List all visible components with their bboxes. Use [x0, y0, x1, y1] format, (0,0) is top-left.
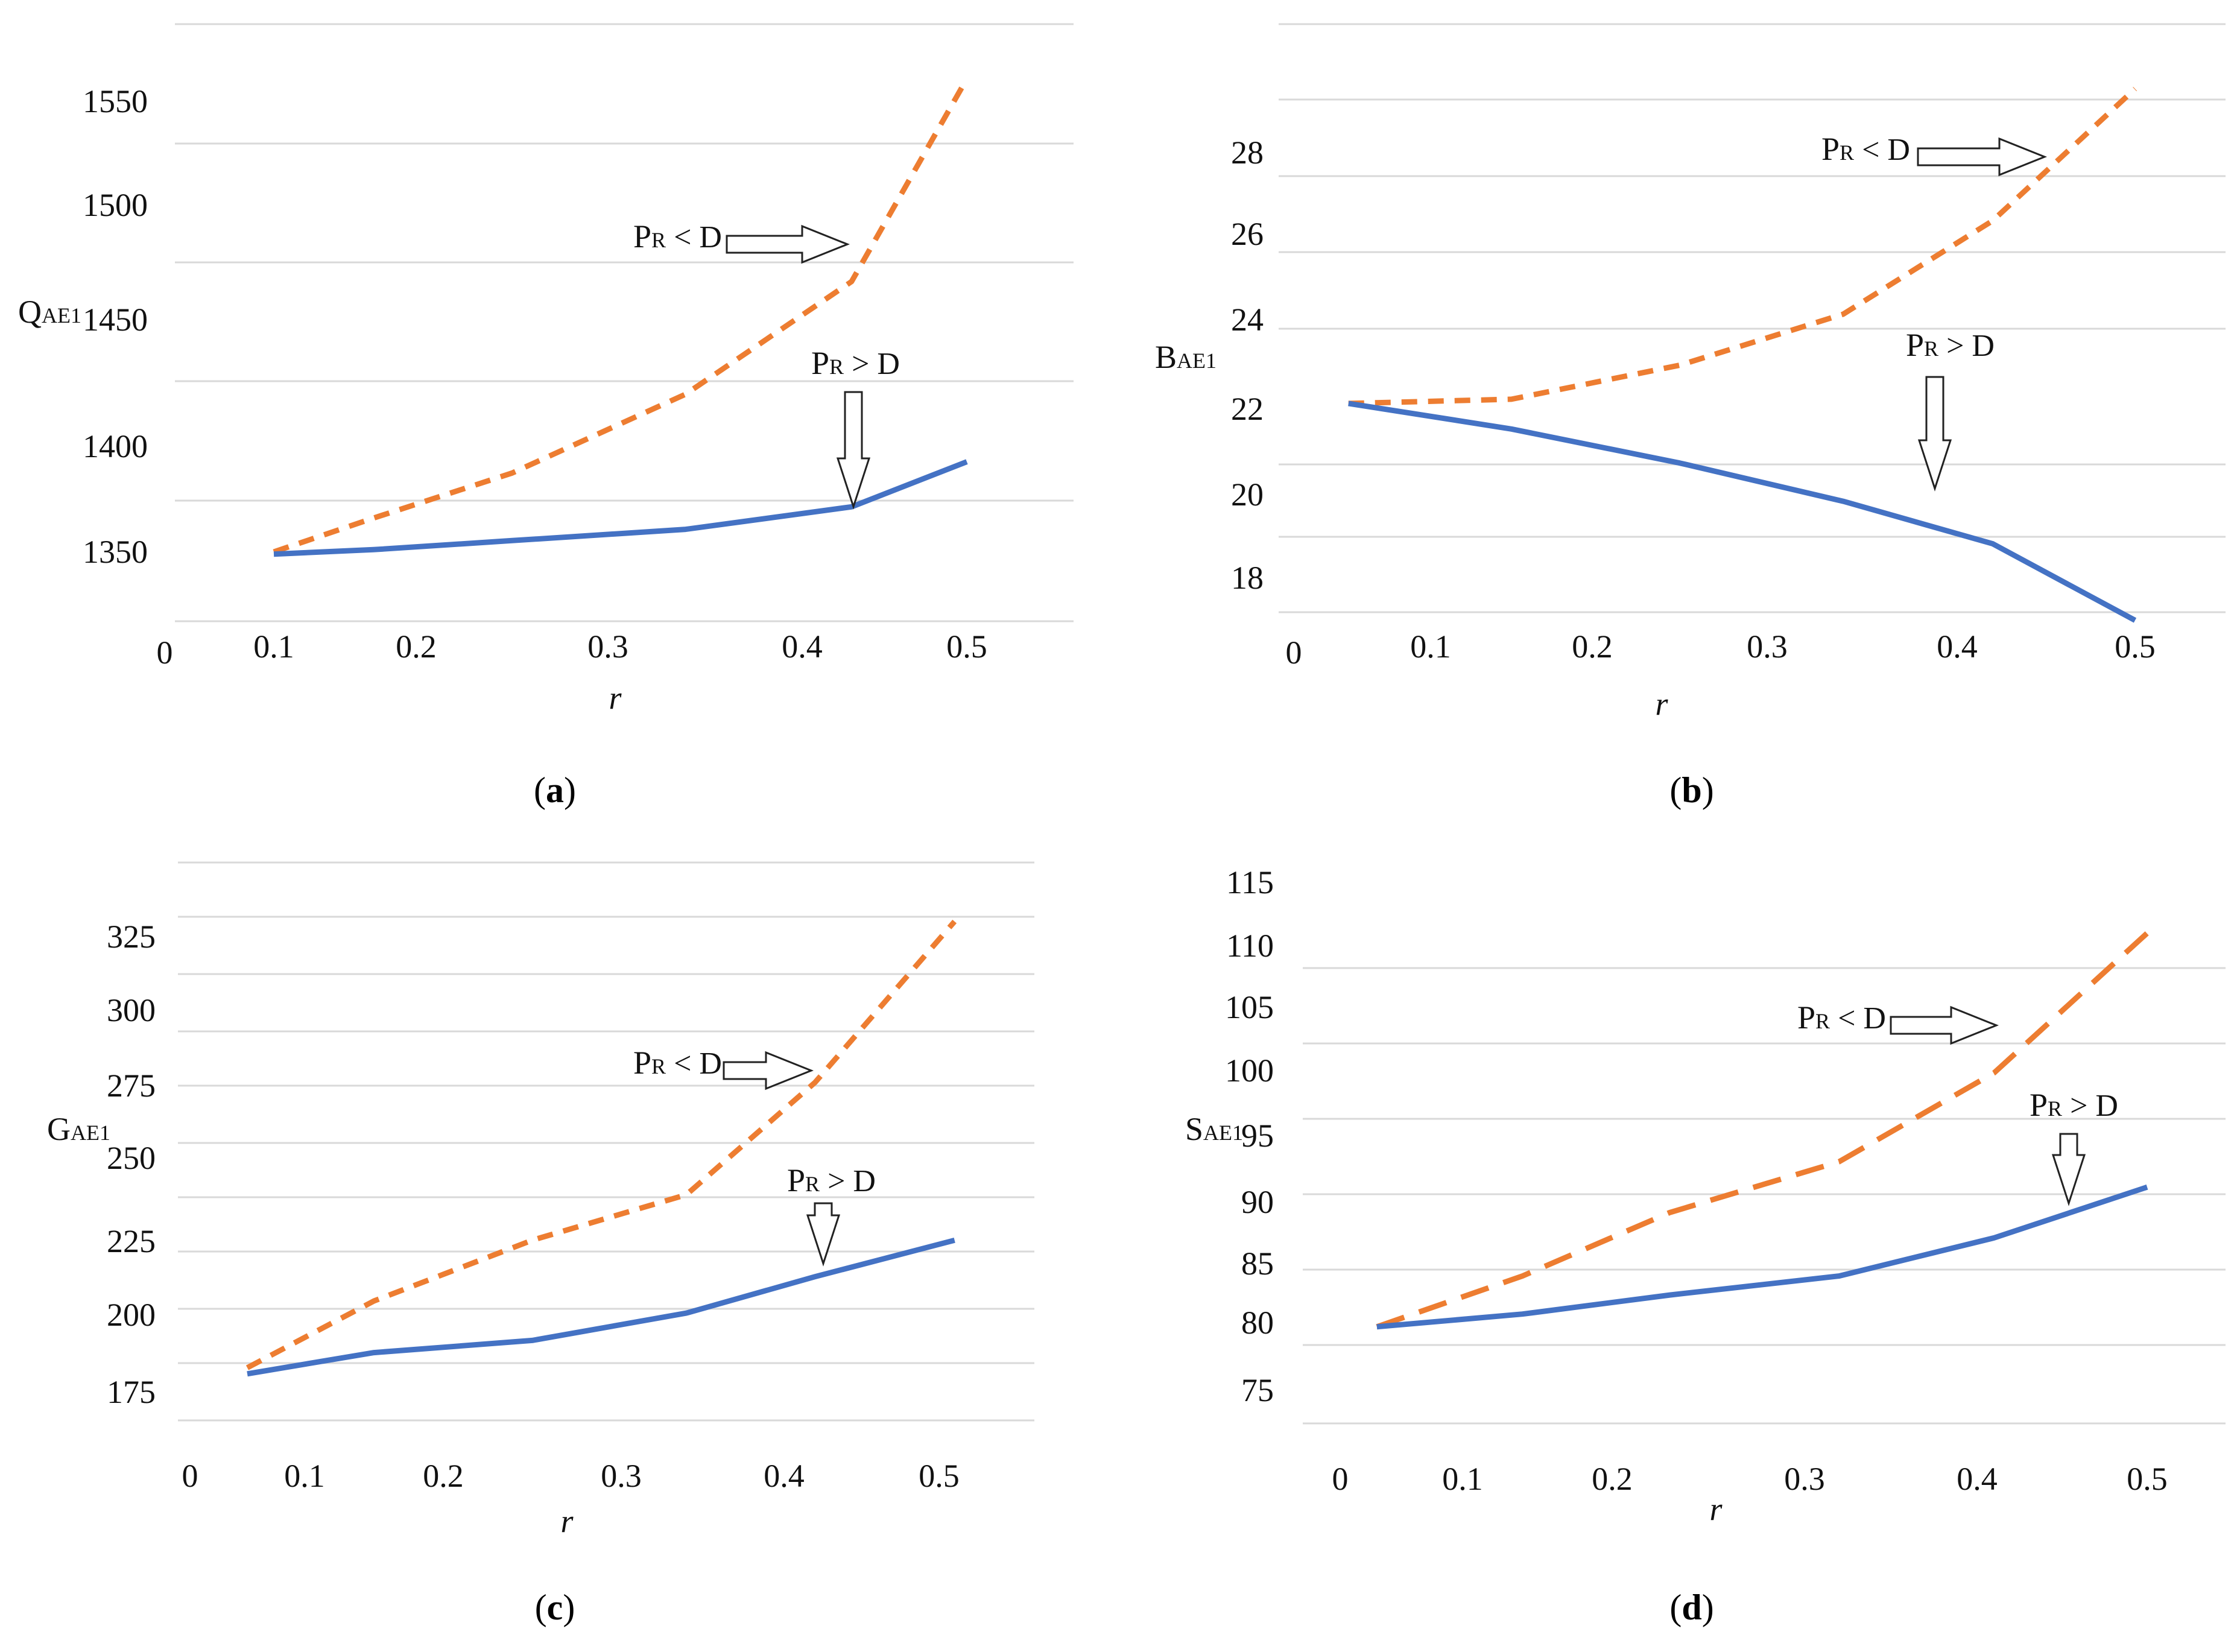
y-tick-label: 110 [1226, 928, 1274, 964]
y-axis-title: QAE1 [18, 294, 81, 330]
annotation-pr-less-d: PR < D [1821, 131, 1910, 167]
y-tick-label: 300 [107, 992, 156, 1028]
y-tick-label: 115 [1226, 864, 1274, 900]
panel-caption: (b) [1669, 770, 1713, 810]
x-tick-label: 0.4 [782, 628, 823, 665]
series-line-pr-greater-d [1376, 1184, 2148, 1330]
y-axis-title: SAE1 [1185, 1111, 1243, 1147]
chart-panel-d: 75 80 85 90 95 100 105 110 115 0 0.1 0.2 0.3 0.4 0.5 r S… [1185, 864, 2226, 1627]
panel-caption: (d) [1669, 1587, 1713, 1627]
y-tick-label: 105 [1225, 989, 1274, 1025]
y-tick-label: 100 [1225, 1052, 1274, 1089]
y-tick-label: 22 [1231, 391, 1264, 427]
y-tick-label: 275 [107, 1068, 156, 1104]
y-tick-label: 85 [1241, 1245, 1274, 1282]
y-tick-label: 225 [107, 1223, 156, 1259]
y-tick-label: 250 [107, 1140, 156, 1176]
arrow-down-icon [2051, 1133, 2086, 1206]
y-tick-label: 20 [1231, 476, 1264, 513]
arrow-right-icon [1917, 137, 2048, 177]
x-origin-label: 0 [1332, 1461, 1349, 1497]
x-tick-label: 0.4 [1957, 1461, 1998, 1497]
series-line-pr-less-d [1348, 86, 2137, 407]
y-tick-label: 80 [1241, 1305, 1274, 1341]
y-tick-label: 1350 [83, 534, 148, 570]
arrow-down-icon [806, 1202, 841, 1267]
arrow-down-icon [836, 391, 871, 510]
y-tick-label: 18 [1231, 560, 1264, 596]
x-tick-label: 0.2 [396, 628, 437, 665]
chart-panel-a: 1350 1400 1450 1500 1550 0 0.1 0.2 0.3 0.4 0.5 r QAE… [18, 23, 1074, 810]
arrow-down-icon [1917, 376, 1952, 492]
x-axis-title: r [1655, 686, 1668, 722]
x-axis-title: r [1709, 1491, 1723, 1527]
annotation-pr-less-d: PR < D [633, 1045, 722, 1081]
y-tick-label: 1450 [83, 302, 148, 338]
x-tick-label: 0.5 [2115, 628, 2156, 665]
series-line-pr-greater-d [273, 459, 968, 557]
x-tick-label: 0.2 [423, 1458, 464, 1494]
x-tick-label: 0.5 [2127, 1461, 2168, 1497]
x-tick-label: 0.1 [253, 628, 294, 665]
annotation-pr-greater-d: PR > D [811, 345, 900, 381]
series-line-pr-less-d [273, 77, 969, 555]
x-origin-label: 0 [1286, 635, 1302, 671]
x-axis-title: r [609, 680, 622, 716]
y-tick-label: 200 [107, 1297, 156, 1333]
x-tick-label: 0.2 [1572, 628, 1613, 665]
y-tick-label: 28 [1231, 135, 1264, 171]
x-tick-label: 0.5 [919, 1458, 960, 1494]
x-tick-label: 0.2 [1592, 1461, 1633, 1497]
series-line-pr-greater-d [1348, 400, 2137, 623]
x-tick-label: 0.3 [601, 1458, 642, 1494]
y-tick-label: 90 [1241, 1184, 1274, 1220]
y-tick-label: 75 [1241, 1372, 1274, 1408]
panel-caption: (c) [535, 1587, 575, 1627]
series-line-pr-less-d [245, 919, 957, 1370]
x-tick-label: 0.5 [946, 628, 987, 665]
annotation-pr-less-d: PR < D [633, 218, 722, 255]
x-tick-label: 0.1 [1442, 1461, 1483, 1497]
y-tick-label: 175 [107, 1374, 156, 1410]
x-tick-label: 0.3 [1784, 1461, 1825, 1497]
y-tick-label: 95 [1241, 1118, 1274, 1154]
y-tick-label: 24 [1231, 302, 1264, 338]
y-tick-label: 26 [1231, 216, 1264, 252]
arrow-right-icon [723, 1051, 814, 1090]
y-tick-label: 1500 [83, 187, 148, 223]
y-tick-label: 1400 [83, 428, 148, 464]
annotation-pr-greater-d: PR > D [1906, 327, 1995, 363]
y-tick-label: 325 [107, 919, 156, 955]
x-tick-label: 0.4 [764, 1458, 805, 1494]
annotation-pr-less-d: PR < D [1797, 999, 1886, 1036]
y-axis-title: BAE1 [1155, 339, 1217, 375]
chart-panel-c: 175 200 225 250 275 300 325 0 0.1 0.2 0.3 0.4 0.5 r GA… [47, 861, 1034, 1627]
series-line-pr-less-d [1376, 931, 2150, 1330]
annotation-pr-greater-d: PR > D [2030, 1087, 2118, 1123]
y-axis-title: GAE1 [47, 1111, 110, 1147]
x-tick-label: 0.3 [1747, 628, 1788, 665]
arrow-right-icon [1890, 1005, 1999, 1045]
x-origin-label: 0 [157, 635, 173, 671]
annotation-pr-greater-d: PR > D [787, 1162, 876, 1198]
x-tick-label: 0.3 [587, 628, 628, 665]
chart-panel-b: 18 20 22 24 26 28 0 0.1 0.2 0.3 0.4 0.5 r BAE1 PR < D P… [1155, 23, 2226, 810]
x-tick-label: 0.1 [1410, 628, 1451, 665]
panel-caption: (a) [534, 770, 576, 810]
y-tick-label: 1550 [83, 83, 148, 119]
x-origin-label: 0 [182, 1458, 198, 1494]
x-tick-label: 0.1 [284, 1458, 325, 1494]
arrow-right-icon [726, 224, 850, 264]
series-line-pr-greater-d [247, 1237, 955, 1377]
x-tick-label: 0.4 [1937, 628, 1978, 665]
x-axis-title: r [560, 1503, 574, 1539]
